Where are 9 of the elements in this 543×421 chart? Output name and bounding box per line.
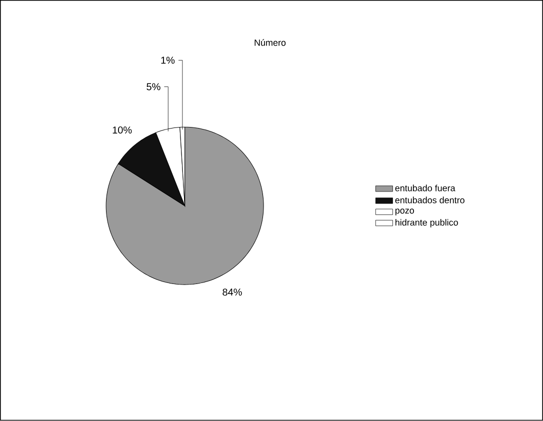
legend-label: entubados dentro [395, 196, 464, 204]
legend-label: hidrante publico [395, 219, 458, 228]
legend-label: pozo [395, 208, 414, 216]
chart-title: Número [254, 39, 286, 46]
data-label: 5% [146, 83, 160, 90]
legend-label: entubado fuera [395, 184, 456, 192]
data-label: 1% [161, 56, 175, 64]
data-label: 84% [222, 288, 242, 296]
data-label: 10% [112, 126, 132, 134]
